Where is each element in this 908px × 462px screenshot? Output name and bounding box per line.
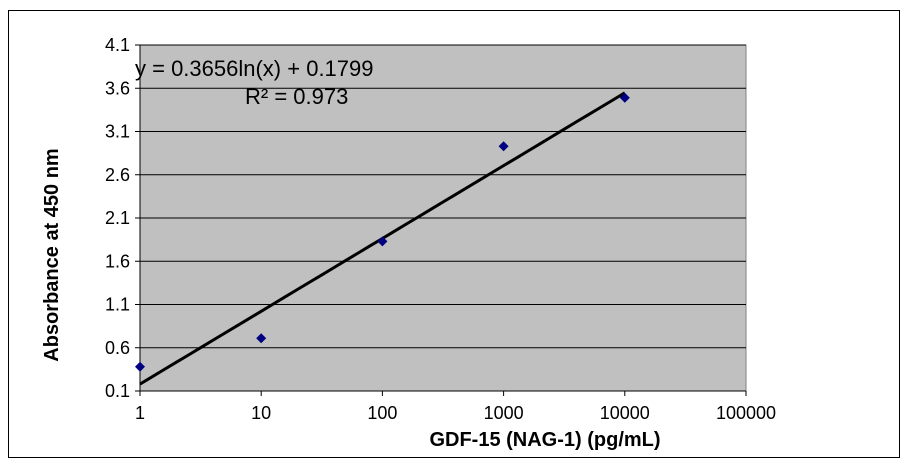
gridlines bbox=[140, 44, 746, 349]
data-point-marker bbox=[377, 236, 388, 247]
x-tick-label: 10 bbox=[251, 403, 271, 423]
y-tick-label: 3.6 bbox=[105, 78, 130, 98]
y-axis-title: Absorbance at 450 nm bbox=[41, 148, 63, 361]
y-tick-label: 3.1 bbox=[105, 122, 130, 142]
x-tick-label: 10000 bbox=[600, 403, 650, 423]
data-point-marker bbox=[498, 141, 509, 152]
x-tick-label: 100 bbox=[367, 403, 397, 423]
y-tick-label: 1.6 bbox=[105, 251, 130, 271]
y-tick-label: 2.1 bbox=[105, 208, 130, 228]
data-point-marker bbox=[135, 361, 145, 372]
x-axis-title: GDF-15 (NAG-1) (pg/mL) bbox=[429, 429, 660, 451]
y-tick-label: 0.1 bbox=[105, 381, 130, 401]
data-markers bbox=[135, 92, 630, 372]
y-tick-label: 0.6 bbox=[105, 338, 130, 358]
x-tick-label: 1000 bbox=[484, 403, 524, 423]
y-tick-label: 1.1 bbox=[105, 295, 130, 315]
axes: 0.1 0.6 1.1 1.6 2.1 2.6 3.1 3.6 4.1 1 10 100 1000 100… bbox=[105, 35, 776, 423]
x-tick-label: 100000 bbox=[716, 403, 776, 423]
trendline-r-squared: R² = 0.973 bbox=[245, 84, 348, 109]
data-point-marker bbox=[619, 92, 630, 103]
y-tick-label: 2.6 bbox=[105, 165, 130, 185]
trendline-equation: y = 0.3656ln(x) + 0.1799 bbox=[135, 56, 374, 81]
y-tick-label: 4.1 bbox=[105, 35, 130, 55]
x-tick-label: 1 bbox=[135, 403, 145, 423]
data-point-marker bbox=[256, 333, 267, 344]
